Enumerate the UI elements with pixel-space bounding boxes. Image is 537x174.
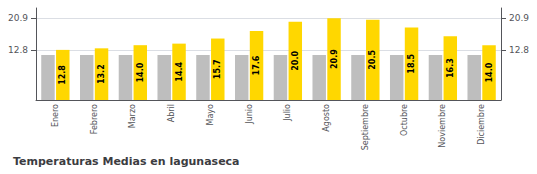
svg-text:Septiembre: Septiembre xyxy=(361,104,370,150)
svg-text:Octubre: Octubre xyxy=(400,104,409,136)
svg-text:16.3: 16.3 xyxy=(446,58,455,78)
svg-text:12.8: 12.8 xyxy=(509,45,529,55)
svg-text:20.9: 20.9 xyxy=(330,49,339,69)
svg-text:20.9: 20.9 xyxy=(8,13,28,23)
svg-text:Noviembre: Noviembre xyxy=(438,104,447,148)
svg-text:Mayo: Mayo xyxy=(206,104,215,126)
svg-text:Diciembre: Diciembre xyxy=(477,104,486,145)
svg-text:15.7: 15.7 xyxy=(213,59,222,79)
svg-text:13.2: 13.2 xyxy=(97,64,106,84)
svg-text:Julio: Julio xyxy=(283,104,292,122)
svg-text:Abril: Abril xyxy=(167,104,176,122)
svg-text:12.8: 12.8 xyxy=(58,65,67,85)
svg-text:18.5: 18.5 xyxy=(407,53,416,73)
svg-text:14.4: 14.4 xyxy=(175,62,184,82)
svg-text:17.6: 17.6 xyxy=(252,55,261,75)
svg-text:Junio: Junio xyxy=(245,104,254,125)
svg-text:14.0: 14.0 xyxy=(136,62,145,82)
svg-text:20.9: 20.9 xyxy=(509,13,529,23)
svg-text:14.0: 14.0 xyxy=(485,62,494,82)
svg-text:Febrero: Febrero xyxy=(90,104,99,134)
svg-text:12.8: 12.8 xyxy=(8,45,28,55)
svg-text:Enero: Enero xyxy=(51,104,60,127)
svg-text:Agosto: Agosto xyxy=(322,104,331,132)
svg-text:Temperaturas Medias en lagunas: Temperaturas Medias en lagunaseca xyxy=(13,155,240,168)
svg-text:Marzo: Marzo xyxy=(128,104,137,128)
svg-text:20.5: 20.5 xyxy=(368,50,377,70)
svg-text:20.0: 20.0 xyxy=(291,51,300,71)
